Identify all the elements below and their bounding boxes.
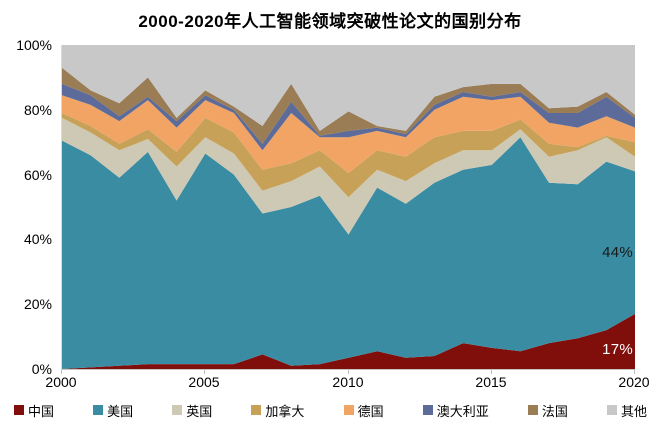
legend-item-usa: 美国 — [93, 401, 133, 420]
legend-swatch-other — [606, 405, 617, 415]
y-tick-label-0: 0% — [31, 361, 52, 377]
legend-swatch-germany — [343, 405, 354, 415]
chart-legend: 中国 美国 英国 加拿大 德国 澳大利亚 法国 其他 — [14, 399, 647, 421]
legend-item-canada: 加拿大 — [251, 401, 304, 420]
legend-item-germany: 德国 — [343, 401, 384, 420]
legend-label-germany: 德国 — [357, 403, 384, 419]
legend-item-china: 中国 — [14, 401, 54, 420]
area-other — [62, 45, 635, 131]
area-canada — [62, 113, 635, 198]
legend-swatch-france — [527, 405, 538, 415]
y-tick-label-40: 40% — [23, 231, 52, 248]
x-tick-label-2015: 2015 — [475, 374, 507, 390]
y-tick-label-80: 80% — [23, 101, 52, 118]
y-tick-label-60: 60% — [23, 166, 52, 183]
area-china — [62, 313, 635, 369]
x-tick-2005 — [204, 370, 205, 374]
area-australia — [62, 83, 635, 151]
x-tick-label-2005: 2005 — [188, 374, 220, 390]
legend-item-australia: 澳大利亚 — [422, 401, 489, 420]
legend-item-france: 法国 — [527, 401, 568, 420]
x-tick-2020 — [634, 370, 635, 374]
legend-label-australia: 澳大利亚 — [436, 403, 489, 419]
legend-swatch-uk — [172, 405, 183, 415]
legend-item-other: 其他 — [606, 401, 647, 420]
x-tick-2000 — [61, 370, 62, 374]
area-usa — [62, 137, 635, 369]
legend-item-uk: 英国 — [172, 401, 212, 420]
legend-label-usa: 美国 — [107, 403, 134, 419]
area-uk — [62, 117, 635, 235]
stacked-area-svg — [62, 45, 635, 369]
annotation-china-share: 17% — [602, 341, 633, 358]
area-france — [62, 67, 635, 144]
legend-label-france: 法国 — [541, 403, 568, 419]
legend-label-canada: 加拿大 — [265, 403, 305, 419]
x-tick-label-2020: 2020 — [618, 374, 650, 390]
x-tick-2015 — [491, 370, 492, 374]
x-tick-label-2000: 2000 — [45, 374, 77, 390]
legend-swatch-china — [14, 405, 24, 415]
x-tick-label-2010: 2010 — [332, 374, 364, 390]
x-tick-2010 — [348, 370, 349, 374]
legend-swatch-canada — [251, 405, 262, 415]
area-germany — [62, 95, 635, 173]
chart-title: 2000-2020年人工智能领域突破性论文的国别分布 — [138, 12, 522, 31]
legend-label-other: 其他 — [620, 403, 647, 419]
y-tick-label-100: 100% — [16, 37, 52, 53]
legend-label-china: 中国 — [28, 403, 55, 419]
legend-label-uk: 英国 — [186, 403, 213, 419]
legend-swatch-australia — [422, 405, 433, 415]
legend-swatch-usa — [93, 405, 104, 415]
y-tick-label-20: 20% — [23, 296, 52, 313]
annotation-usa-share: 44% — [602, 244, 633, 261]
plot-area — [61, 45, 635, 370]
